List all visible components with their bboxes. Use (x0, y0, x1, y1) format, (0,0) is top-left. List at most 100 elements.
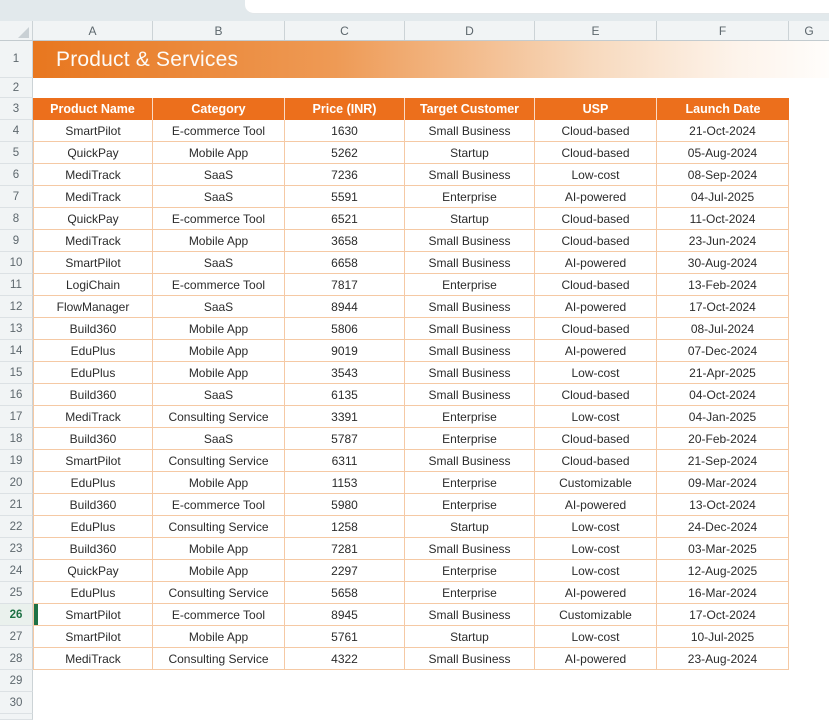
column-header-E[interactable]: E (535, 21, 657, 40)
cell-B20[interactable]: Mobile App (153, 472, 285, 494)
cell-F27[interactable]: 10-Jul-2025 (657, 626, 789, 648)
cell-E6[interactable]: Low-cost (535, 164, 657, 186)
row-header-22[interactable]: 22 (0, 516, 33, 538)
cell-F21[interactable]: 13-Oct-2024 (657, 494, 789, 516)
row-header-29[interactable]: 29 (0, 670, 33, 692)
row-header-30[interactable]: 30 (0, 692, 33, 714)
cell-D15[interactable]: Small Business (405, 362, 535, 384)
cell-F23[interactable]: 03-Mar-2025 (657, 538, 789, 560)
cell-D16[interactable]: Small Business (405, 384, 535, 406)
cell-E14[interactable]: AI-powered (535, 340, 657, 362)
cell-C17[interactable]: 3391 (285, 406, 405, 428)
cell-B26[interactable]: E-commerce Tool (153, 604, 285, 626)
row-header-26[interactable]: 26 (0, 604, 33, 626)
cell-A6[interactable]: MediTrack (33, 164, 153, 186)
cell-E9[interactable]: Cloud-based (535, 230, 657, 252)
select-all-corner[interactable] (0, 21, 33, 40)
cell-B18[interactable]: SaaS (153, 428, 285, 450)
cell-A9[interactable]: MediTrack (33, 230, 153, 252)
cell-B14[interactable]: Mobile App (153, 340, 285, 362)
row-header-5[interactable]: 5 (0, 142, 33, 164)
cell-B21[interactable]: E-commerce Tool (153, 494, 285, 516)
row-header-20[interactable]: 20 (0, 472, 33, 494)
cell-E25[interactable]: AI-powered (535, 582, 657, 604)
cell-F8[interactable]: 11-Oct-2024 (657, 208, 789, 230)
column-header-F[interactable]: F (657, 21, 789, 40)
cell-B7[interactable]: SaaS (153, 186, 285, 208)
cell-D23[interactable]: Small Business (405, 538, 535, 560)
cell-E22[interactable]: Low-cost (535, 516, 657, 538)
cell-B4[interactable]: E-commerce Tool (153, 120, 285, 142)
cell-C4[interactable]: 1630 (285, 120, 405, 142)
row-header-12[interactable]: 12 (0, 296, 33, 318)
cell-F26[interactable]: 17-Oct-2024 (657, 604, 789, 626)
cell-B23[interactable]: Mobile App (153, 538, 285, 560)
row-header-4[interactable]: 4 (0, 120, 33, 142)
row-header-9[interactable]: 9 (0, 230, 33, 252)
cell-D25[interactable]: Enterprise (405, 582, 535, 604)
title-banner-cell[interactable]: Product & Services (33, 41, 829, 78)
table-header-product-name[interactable]: Product Name (33, 98, 153, 120)
cell-D24[interactable]: Enterprise (405, 560, 535, 582)
cell-B12[interactable]: SaaS (153, 296, 285, 318)
cell-B27[interactable]: Mobile App (153, 626, 285, 648)
table-header-price-inr[interactable]: Price (INR) (285, 98, 405, 120)
cell-A24[interactable]: QuickPay (33, 560, 153, 582)
cell-F7[interactable]: 04-Jul-2025 (657, 186, 789, 208)
cell-B22[interactable]: Consulting Service (153, 516, 285, 538)
cell-E10[interactable]: AI-powered (535, 252, 657, 274)
cell-D12[interactable]: Small Business (405, 296, 535, 318)
cell-F13[interactable]: 08-Jul-2024 (657, 318, 789, 340)
cell-D19[interactable]: Small Business (405, 450, 535, 472)
row-header-21[interactable]: 21 (0, 494, 33, 516)
cell-E28[interactable]: AI-powered (535, 648, 657, 670)
column-header-C[interactable]: C (285, 21, 405, 40)
cell-E23[interactable]: Low-cost (535, 538, 657, 560)
cell-F25[interactable]: 16-Mar-2024 (657, 582, 789, 604)
cell-C26[interactable]: 8945 (285, 604, 405, 626)
cell-B9[interactable]: Mobile App (153, 230, 285, 252)
row-header-16[interactable]: 16 (0, 384, 33, 406)
cell-E19[interactable]: Cloud-based (535, 450, 657, 472)
cell-C18[interactable]: 5787 (285, 428, 405, 450)
cell-B5[interactable]: Mobile App (153, 142, 285, 164)
cell-E4[interactable]: Cloud-based (535, 120, 657, 142)
cell-F14[interactable]: 07-Dec-2024 (657, 340, 789, 362)
cell-F12[interactable]: 17-Oct-2024 (657, 296, 789, 318)
cell-A15[interactable]: EduPlus (33, 362, 153, 384)
cell-C23[interactable]: 7281 (285, 538, 405, 560)
cell-D10[interactable]: Small Business (405, 252, 535, 274)
cell-A8[interactable]: QuickPay (33, 208, 153, 230)
cell-C12[interactable]: 8944 (285, 296, 405, 318)
cell-F5[interactable]: 05-Aug-2024 (657, 142, 789, 164)
cell-A5[interactable]: QuickPay (33, 142, 153, 164)
cell-C6[interactable]: 7236 (285, 164, 405, 186)
cell-E24[interactable]: Low-cost (535, 560, 657, 582)
row-header-7[interactable]: 7 (0, 186, 33, 208)
cell-C16[interactable]: 6135 (285, 384, 405, 406)
row-header-3[interactable]: 3 (0, 98, 33, 120)
cell-D26[interactable]: Small Business (405, 604, 535, 626)
cell-E8[interactable]: Cloud-based (535, 208, 657, 230)
cell-F4[interactable]: 21-Oct-2024 (657, 120, 789, 142)
cell-E18[interactable]: Cloud-based (535, 428, 657, 450)
cell-D21[interactable]: Enterprise (405, 494, 535, 516)
cell-F20[interactable]: 09-Mar-2024 (657, 472, 789, 494)
cell-D18[interactable]: Enterprise (405, 428, 535, 450)
cell-C21[interactable]: 5980 (285, 494, 405, 516)
row-header-10[interactable]: 10 (0, 252, 33, 274)
cell-B16[interactable]: SaaS (153, 384, 285, 406)
cell-E26[interactable]: Customizable (535, 604, 657, 626)
cell-C15[interactable]: 3543 (285, 362, 405, 384)
cell-D5[interactable]: Startup (405, 142, 535, 164)
cell-D14[interactable]: Small Business (405, 340, 535, 362)
cell-C25[interactable]: 5658 (285, 582, 405, 604)
cell-C13[interactable]: 5806 (285, 318, 405, 340)
cell-A7[interactable]: MediTrack (33, 186, 153, 208)
cell-B19[interactable]: Consulting Service (153, 450, 285, 472)
cell-C11[interactable]: 7817 (285, 274, 405, 296)
cell-E13[interactable]: Cloud-based (535, 318, 657, 340)
cell-F6[interactable]: 08-Sep-2024 (657, 164, 789, 186)
row-header-14[interactable]: 14 (0, 340, 33, 362)
cell-C10[interactable]: 6658 (285, 252, 405, 274)
